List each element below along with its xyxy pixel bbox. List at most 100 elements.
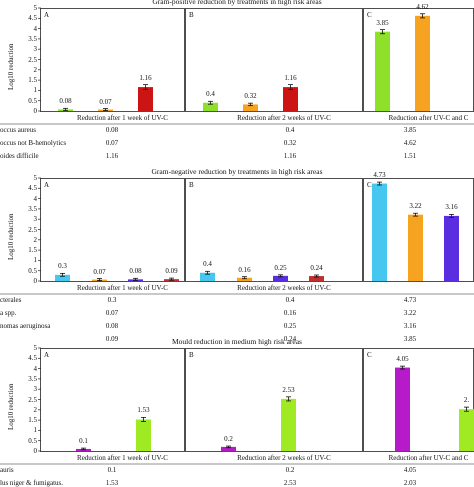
panel-frame: [41, 9, 185, 112]
y-tick-label: 1: [0, 86, 37, 94]
row-value: 1.16: [270, 152, 310, 160]
data-label: 4.05: [388, 355, 418, 363]
panel-letter: B: [189, 11, 194, 19]
row-value: 0.08: [92, 126, 132, 134]
y-tick-label: 3.5: [0, 375, 37, 383]
x-axis-label: Reduction after 1 week of UV-C: [40, 454, 205, 462]
y-tick-label: 2: [0, 406, 37, 414]
row-value: 0.07: [92, 309, 132, 317]
x-axis-label: Reduction after 1 week of UV-C: [40, 284, 205, 292]
section-title: Mould reduction in medium high risk area…: [0, 337, 474, 346]
x-axis-label: Reduction after UV-C and C: [363, 114, 474, 122]
data-label: 4.62: [408, 3, 438, 11]
row-value: 4.62: [390, 139, 430, 147]
y-tick-label: 0.5: [0, 267, 37, 275]
data-label: 3.22: [401, 202, 431, 210]
panel-letter: C: [367, 351, 372, 359]
row-label: occus aureus: [0, 126, 36, 134]
row-label: occus not B-hemolytics: [0, 139, 66, 147]
row-value: 0.08: [92, 322, 132, 330]
data-label: 0.08: [51, 97, 81, 105]
y-tick-label: 0.5: [0, 437, 37, 445]
row-label: a spp.: [0, 309, 16, 317]
x-axis-label: Reduction after 1 week of UV-C: [40, 114, 205, 122]
row-value: 3.16: [390, 322, 430, 330]
y-tick-label: 1.5: [0, 76, 37, 84]
y-tick-label: 3.5: [0, 35, 37, 43]
data-label: 0.07: [85, 268, 115, 276]
row-value: 0.2: [270, 466, 310, 474]
y-tick-label: 4.5: [0, 14, 37, 22]
figure: Gram-positive reduction by treatments in…: [0, 0, 474, 474]
bar: [459, 409, 474, 451]
data-label: 0.4: [193, 260, 223, 268]
y-tick-label: 2: [0, 66, 37, 74]
y-tick-label: 1: [0, 256, 37, 264]
y-tick-label: 5: [0, 174, 37, 182]
y-tick-label: 1.5: [0, 246, 37, 254]
y-tick-label: 5: [0, 344, 37, 352]
x-axis-label: Reduction after 2 weeks of UV-C: [185, 114, 383, 122]
bar: [415, 16, 430, 111]
data-label: 0.2: [214, 435, 244, 443]
data-label: 0.07: [91, 98, 121, 106]
x-axis-label: Reduction after 2 weeks of UV-C: [185, 454, 383, 462]
row-value: 4.05: [390, 466, 430, 474]
y-tick-label: 5: [0, 4, 37, 12]
panel-frame: [186, 349, 363, 452]
row-value: 0.16: [270, 309, 310, 317]
row-value: 0.4: [270, 126, 310, 134]
bar: [281, 399, 296, 451]
section-title: Gram-negative reduction by treatments in…: [0, 167, 474, 176]
data-label: 0.08: [121, 267, 151, 275]
y-tick-label: 3: [0, 45, 37, 53]
data-label: 0.09: [157, 267, 187, 275]
data-label: 0.4: [196, 90, 226, 98]
row-label: lus niger & fumigatus.: [0, 479, 63, 487]
y-tick-label: 2.5: [0, 56, 37, 64]
y-tick-label: 0: [0, 107, 37, 115]
data-label: 1.16: [276, 74, 306, 82]
y-tick-label: 3.5: [0, 205, 37, 213]
x-axis-label: Reduction after 2 weeks of UV-C: [185, 284, 383, 292]
row-value: 0.32: [270, 139, 310, 147]
bar: [375, 32, 390, 111]
y-tick-label: 3: [0, 385, 37, 393]
row-value: 0.4: [270, 296, 310, 304]
row-value: 0.25: [270, 322, 310, 330]
data-label: 3.85: [368, 19, 398, 27]
panel-frame: [41, 349, 185, 452]
row-value: 1.51: [390, 152, 430, 160]
data-label: 2.53: [274, 386, 304, 394]
data-label: 1.16: [131, 74, 161, 82]
row-label: auris: [0, 466, 14, 474]
bar: [138, 87, 153, 111]
y-tick-label: 3: [0, 215, 37, 223]
data-label: 0.1: [69, 437, 99, 445]
bar: [372, 184, 387, 281]
row-value: 0.07: [92, 139, 132, 147]
data-label: 2.: [452, 396, 474, 404]
data-label: 0.25: [266, 264, 296, 272]
data-label: 1.53: [129, 406, 159, 414]
bar: [444, 216, 459, 281]
y-tick-label: 0: [0, 277, 37, 285]
y-tick-label: 4.5: [0, 354, 37, 362]
row-value: 1.53: [92, 479, 132, 487]
y-tick-label: 0.5: [0, 97, 37, 105]
x-axis-label: Reduction after UV-C and C: [363, 454, 474, 462]
y-tick-label: 0: [0, 447, 37, 455]
data-label: 0.24: [302, 264, 332, 272]
row-label: oides difficile: [0, 152, 39, 160]
bar: [136, 419, 151, 451]
row-value: 0.1: [92, 466, 132, 474]
y-tick-label: 4: [0, 195, 37, 203]
y-tick-label: 2.5: [0, 396, 37, 404]
panel-letter: A: [44, 181, 49, 189]
y-tick-label: 4: [0, 25, 37, 33]
panel-letter: A: [44, 351, 49, 359]
bar: [283, 87, 298, 111]
y-tick-label: 1: [0, 426, 37, 434]
charts-svg: [0, 0, 474, 474]
y-tick-label: 1.5: [0, 416, 37, 424]
